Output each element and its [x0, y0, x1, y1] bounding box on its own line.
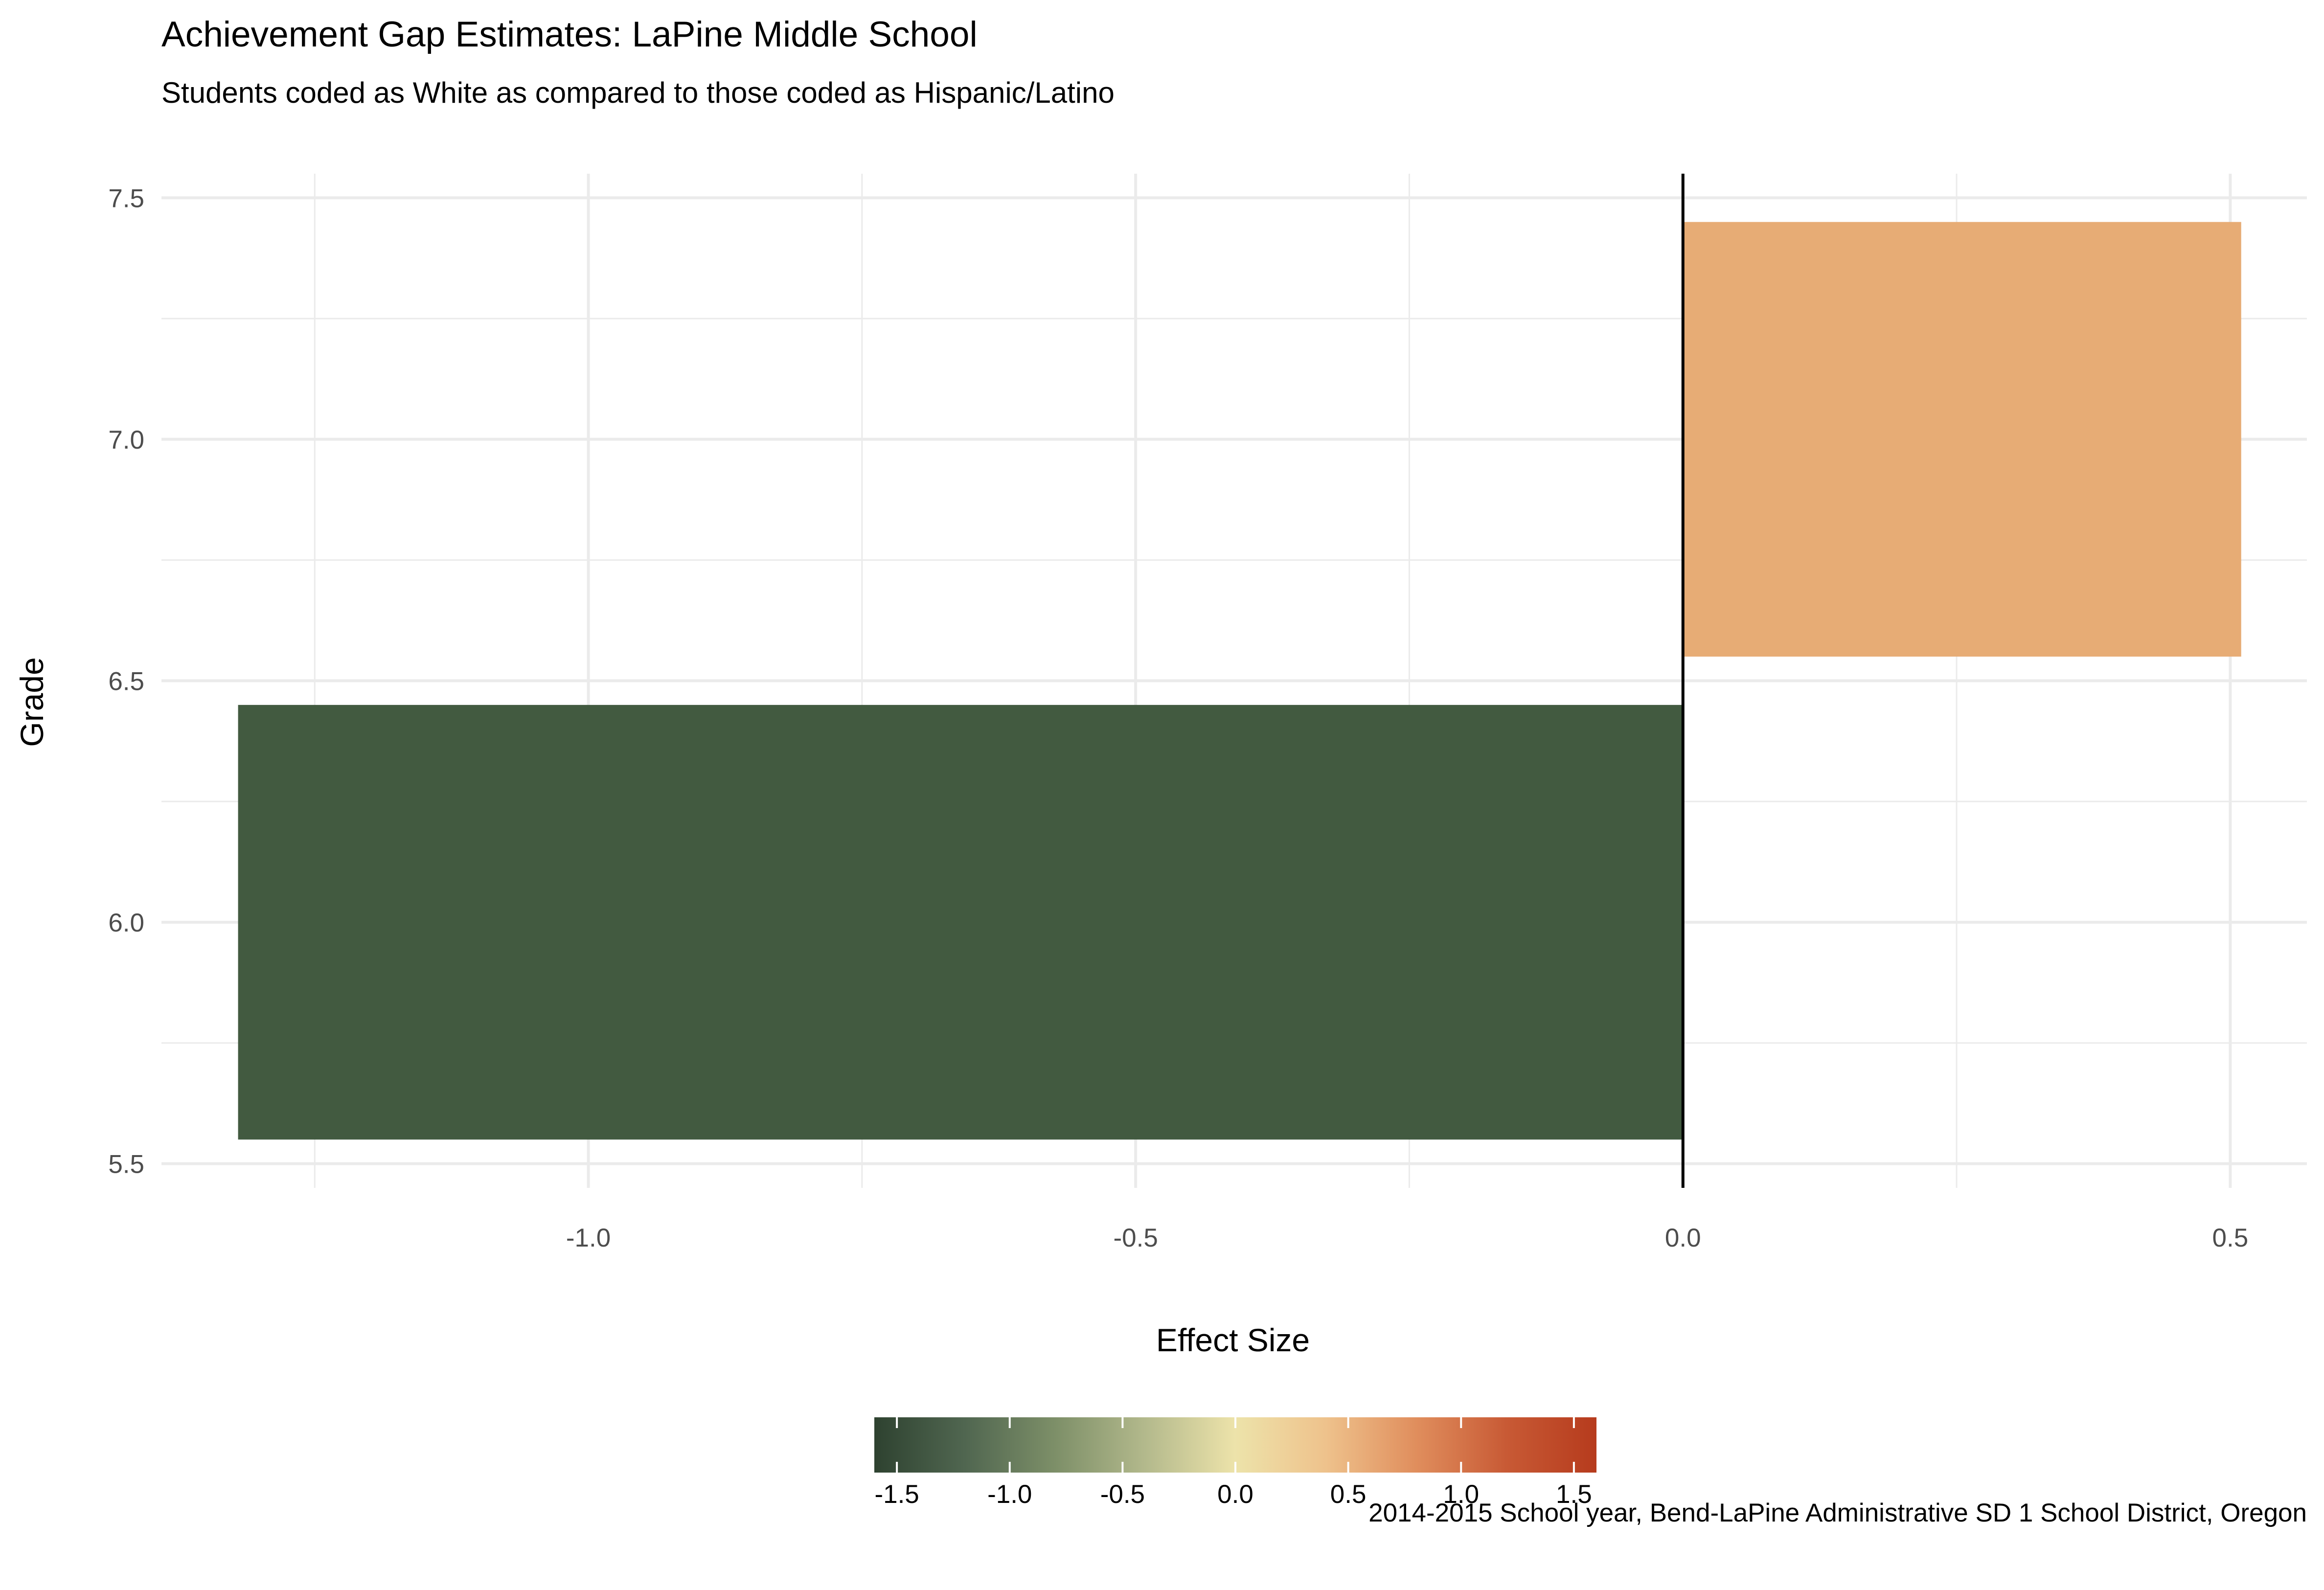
y-tick-label: 5.5 — [108, 1150, 144, 1179]
chart-subtitle: Students coded as White as compared to t… — [161, 76, 1115, 109]
y-tick-label: 6.5 — [108, 667, 144, 696]
bars — [238, 222, 2241, 1140]
colorbar-tick-label: -0.5 — [1100, 1480, 1145, 1509]
x-tick-label: 0.0 — [1665, 1224, 1701, 1252]
y-axis-title: Grade — [14, 657, 50, 747]
chart-caption: 2014-2015 School year, Bend-LaPine Admin… — [1368, 1499, 2307, 1527]
x-tick-label: 0.5 — [2212, 1224, 2249, 1252]
chart-title: Achievement Gap Estimates: LaPine Middle… — [161, 15, 978, 54]
colorbar-legend: -1.5 -1.0 -0.5 0.0 0.5 1.0 1.5 — [874, 1417, 1596, 1509]
bar-grade-7 — [1683, 222, 2241, 657]
colorbar-tick-label: 0.0 — [1217, 1480, 1253, 1509]
colorbar-tick-label: 1.5 — [1556, 1480, 1592, 1509]
y-tick-label: 7.0 — [108, 426, 144, 454]
x-tick-label: -1.0 — [566, 1224, 611, 1252]
bar-grade-6 — [238, 704, 1683, 1140]
colorbar-tick-label: 0.5 — [1330, 1480, 1367, 1509]
colorbar-tick-label: -1.5 — [874, 1480, 919, 1509]
x-tick-label: -0.5 — [1113, 1224, 1158, 1252]
x-axis-title: Effect Size — [1156, 1322, 1310, 1358]
colorbar-tick-label: -1.0 — [987, 1480, 1032, 1509]
colorbar-tick-label: 1.0 — [1443, 1480, 1479, 1509]
y-tick-label: 7.5 — [108, 184, 144, 213]
y-tick-label: 6.0 — [108, 909, 144, 937]
tick-labels: -1.0 -0.5 0.0 0.5 5.5 6.0 6.5 7.0 7.5 — [108, 184, 2248, 1252]
